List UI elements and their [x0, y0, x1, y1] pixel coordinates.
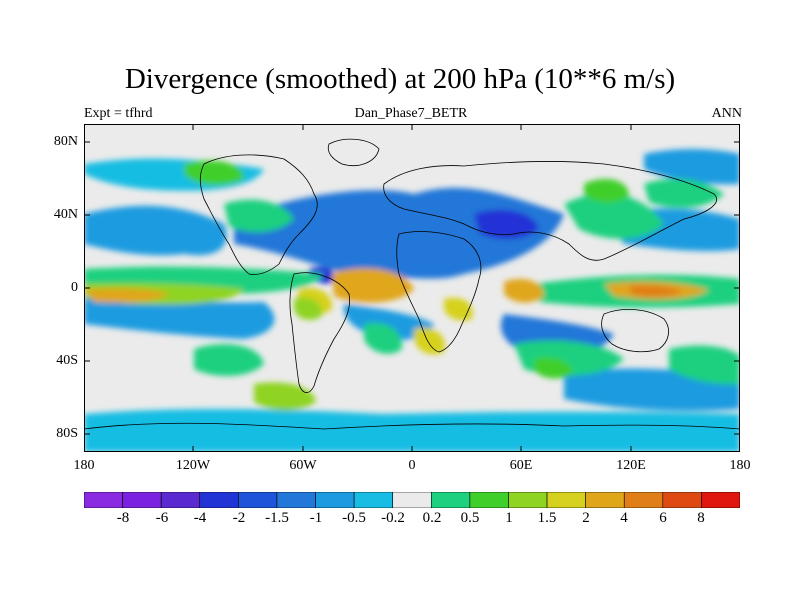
field-green	[224, 199, 294, 233]
field-green	[194, 344, 264, 376]
field-lime	[184, 160, 244, 186]
coastline-europe-asia	[383, 161, 717, 261]
coastline-greenland	[327, 138, 380, 166]
colorbar-box	[701, 492, 740, 508]
y-tick-label: 40S	[56, 353, 78, 368]
field-cyan	[84, 409, 740, 452]
colorbar-label: 4	[620, 510, 628, 526]
colorbar-label: -0.5	[342, 510, 366, 526]
field-yellow	[444, 297, 473, 321]
y-tick-label: 80N	[53, 134, 78, 149]
colorbar-label: -1.5	[265, 510, 289, 526]
colorbar-label: -6	[155, 510, 169, 526]
x-tick-label: 60W	[289, 458, 317, 473]
field-yellow-green	[254, 382, 316, 411]
colorbar-box	[430, 492, 471, 508]
field-green	[564, 193, 664, 239]
field-orange	[504, 278, 544, 303]
field-orange	[84, 288, 169, 303]
colorbar-box	[623, 492, 664, 508]
divergence-map	[84, 124, 740, 452]
colorbar-label: 1	[505, 510, 513, 526]
colorbar-label: -0.2	[381, 510, 405, 526]
case-label: Dan_Phase7_BETR	[354, 106, 468, 121]
colorbar-label: -4	[193, 510, 207, 526]
colorbar-box	[585, 492, 625, 508]
x-tick-label: 120E	[616, 458, 646, 473]
colorbar-box	[469, 492, 509, 508]
colorbar-box	[238, 492, 278, 508]
field-green	[364, 322, 403, 354]
y-tick-label: 80S	[56, 426, 78, 441]
colorbar-label: 0.5	[460, 510, 480, 526]
colorbar-label: -1	[309, 510, 323, 526]
field-light-blue	[84, 205, 227, 256]
colorbar-box	[353, 492, 394, 508]
y-tick-label: 40N	[53, 207, 78, 222]
field-light-blue	[644, 149, 740, 185]
colorbar	[84, 492, 740, 508]
field-orange	[332, 268, 414, 303]
colorbar-box	[276, 492, 316, 508]
chart-title: Divergence (smoothed) at 200 hPa (10**6 …	[124, 63, 676, 95]
colorbar-box	[508, 492, 548, 508]
coastlines	[84, 138, 740, 430]
coastline-south-america	[289, 272, 351, 393]
coastline-north-america	[199, 154, 318, 275]
colorbar-box	[122, 492, 162, 508]
colorbar-label: 2	[582, 510, 590, 526]
colorbar-box	[315, 492, 355, 508]
colorbar-box	[546, 492, 586, 508]
colorbar-box	[199, 492, 239, 508]
x-tick-label: 60E	[509, 458, 533, 473]
field-lime	[534, 357, 573, 379]
colorbar-label: 8	[697, 510, 705, 526]
colorbar-label: -8	[116, 510, 130, 526]
experiment-label: Expt = tfhrd	[84, 106, 153, 121]
colorbar-label: 1.5	[537, 510, 557, 526]
y-tick-label: 0	[71, 280, 78, 295]
coastline-australia	[601, 309, 669, 353]
field-deep-blue	[474, 209, 539, 240]
season-label: ANN	[711, 106, 742, 121]
colorbar-box	[160, 492, 201, 508]
field-green	[644, 178, 724, 208]
colorbar-box	[392, 492, 432, 508]
field-green	[669, 345, 740, 385]
colorbar-box	[662, 492, 702, 508]
field-light-blue	[84, 294, 275, 339]
field-yellow-green	[294, 297, 323, 320]
coastline-antarctica	[84, 422, 740, 430]
x-tick-label: 180	[729, 458, 751, 473]
field-lime	[584, 178, 629, 203]
coastline-africa	[396, 231, 482, 353]
colorbar-box	[84, 492, 123, 508]
x-tick-label: 120W	[175, 458, 211, 473]
colorbar-label: -2	[232, 510, 246, 526]
x-tick-label: 0	[408, 458, 416, 473]
field-yellow	[414, 327, 445, 355]
axis-ticks	[84, 124, 740, 452]
colorbar-label: 6	[659, 510, 667, 526]
x-tick-label: 180	[73, 458, 95, 473]
colorbar-label: 0.2	[422, 510, 442, 526]
field-dark-orange	[629, 285, 682, 297]
